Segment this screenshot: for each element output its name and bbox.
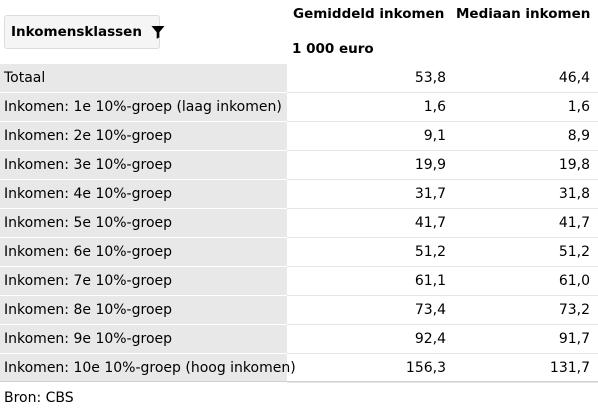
cell-gemiddeld-inkomen: 73,4 bbox=[414, 302, 446, 318]
cell-mediaan-inkomen: 41,7 bbox=[558, 215, 590, 231]
cell-gemiddeld-inkomen: 19,9 bbox=[414, 157, 446, 173]
row-label: Inkomen: 9e 10%-groep bbox=[0, 325, 287, 353]
cell-mediaan-inkomen: 46,4 bbox=[558, 70, 590, 86]
row-label: Inkomen: 8e 10%-groep bbox=[0, 296, 287, 324]
row-divider bbox=[287, 353, 598, 354]
row-divider bbox=[287, 150, 598, 151]
source-label: Bron: CBS bbox=[4, 390, 74, 406]
table-row: Inkomen: 2e 10%-groep 9,1 8,9 bbox=[0, 122, 598, 151]
cell-gemiddeld-inkomen: 51,2 bbox=[414, 244, 446, 260]
row-divider bbox=[287, 295, 598, 296]
row-label: Inkomen: 1e 10%-groep (laag inkomen) bbox=[0, 93, 287, 121]
table-row: Inkomen: 7e 10%-groep 61,1 61,0 bbox=[0, 267, 598, 296]
row-divider bbox=[287, 208, 598, 209]
row-label: Inkomen: 6e 10%-groep bbox=[0, 238, 287, 266]
table-row: Totaal 53,8 46,4 bbox=[0, 64, 598, 93]
row-label: Inkomen: 5e 10%-groep bbox=[0, 209, 287, 237]
table-bottom-divider bbox=[0, 381, 598, 382]
row-label: Inkomen: 10e 10%-groep (hoog inkomen) bbox=[0, 354, 296, 382]
cell-gemiddeld-inkomen: 53,8 bbox=[414, 70, 446, 86]
cell-mediaan-inkomen: 31,8 bbox=[558, 186, 590, 202]
unit-label: 1 000 euro bbox=[292, 41, 374, 57]
inkomensklassen-filter-button[interactable]: Inkomensklassen bbox=[4, 15, 165, 49]
filter-button-label: Inkomensklassen bbox=[11, 24, 142, 40]
cell-mediaan-inkomen: 61,0 bbox=[558, 273, 590, 289]
row-divider bbox=[287, 266, 598, 267]
table-row: Inkomen: 8e 10%-groep 73,4 73,2 bbox=[0, 296, 598, 325]
table-row: Inkomen: 10e 10%-groep (hoog inkomen) 156… bbox=[0, 354, 598, 383]
cell-mediaan-inkomen: 131,7 bbox=[549, 360, 590, 376]
cell-mediaan-inkomen: 73,2 bbox=[558, 302, 590, 318]
cell-mediaan-inkomen: 19,8 bbox=[558, 157, 590, 173]
cell-mediaan-inkomen: 8,9 bbox=[567, 128, 590, 144]
cell-gemiddeld-inkomen: 9,1 bbox=[423, 128, 446, 144]
row-divider bbox=[287, 237, 598, 238]
row-divider bbox=[287, 324, 598, 325]
cell-gemiddeld-inkomen: 61,1 bbox=[414, 273, 446, 289]
row-label: Inkomen: 3e 10%-groep bbox=[0, 151, 287, 179]
row-divider bbox=[287, 121, 598, 122]
table-row: Inkomen: 6e 10%-groep 51,2 51,2 bbox=[0, 238, 598, 267]
filter-icon[interactable] bbox=[150, 24, 166, 40]
cell-gemiddeld-inkomen: 41,7 bbox=[414, 215, 446, 231]
table-row: Inkomen: 4e 10%-groep 31,7 31,8 bbox=[0, 180, 598, 209]
cell-gemiddeld-inkomen: 31,7 bbox=[414, 186, 446, 202]
table-header: Inkomensklassen Gemiddeld inkomen Mediaa… bbox=[0, 0, 598, 64]
cell-gemiddeld-inkomen: 92,4 bbox=[414, 331, 446, 347]
row-label: Inkomen: 4e 10%-groep bbox=[0, 180, 287, 208]
cell-mediaan-inkomen: 91,7 bbox=[558, 331, 590, 347]
column-header-mediaan-inkomen: Mediaan inkomen bbox=[456, 6, 591, 22]
table-row: Inkomen: 9e 10%-groep 92,4 91,7 bbox=[0, 325, 598, 354]
row-divider bbox=[287, 382, 598, 383]
row-divider bbox=[287, 179, 598, 180]
cell-mediaan-inkomen: 1,6 bbox=[567, 99, 590, 115]
row-divider bbox=[287, 92, 598, 93]
row-label: Totaal bbox=[0, 64, 287, 92]
cell-mediaan-inkomen: 51,2 bbox=[558, 244, 590, 260]
cell-gemiddeld-inkomen: 1,6 bbox=[423, 99, 446, 115]
row-label: Inkomen: 7e 10%-groep bbox=[0, 267, 287, 295]
table-row: Inkomen: 1e 10%-groep (laag inkomen) 1,6 1… bbox=[0, 93, 598, 122]
column-header-gemiddeld-inkomen: Gemiddeld inkomen bbox=[293, 6, 445, 22]
table-row: Inkomen: 3e 10%-groep 19,9 19,8 bbox=[0, 151, 598, 180]
table-row: Inkomen: 5e 10%-groep 41,7 41,7 bbox=[0, 209, 598, 238]
row-label: Inkomen: 2e 10%-groep bbox=[0, 122, 287, 150]
cell-gemiddeld-inkomen: 156,3 bbox=[405, 360, 446, 376]
